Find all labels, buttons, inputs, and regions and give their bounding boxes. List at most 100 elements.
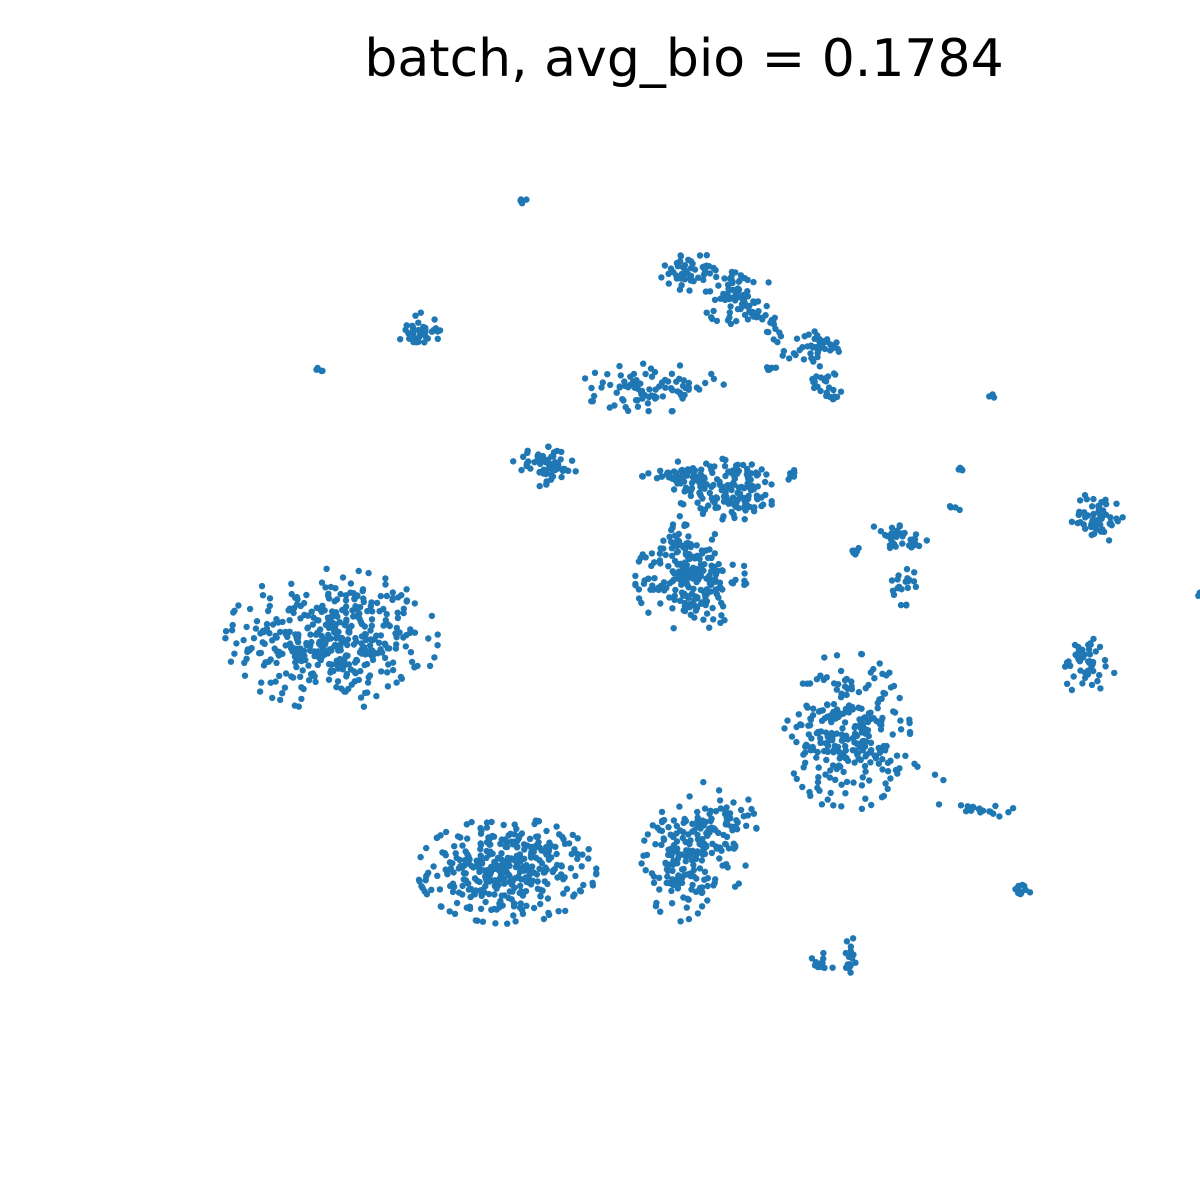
scatter-point (748, 805, 755, 813)
scatter-point (880, 689, 887, 697)
scatter-point (685, 256, 692, 263)
scatter-point (368, 622, 375, 629)
scatter-point (1090, 510, 1097, 518)
scatter-point (663, 879, 670, 887)
scatter-point (701, 561, 708, 568)
scatter-point (896, 522, 903, 529)
scatter-point (485, 834, 492, 841)
scatter-point (686, 287, 693, 294)
scatter-point (837, 694, 845, 701)
scatter-point (940, 776, 947, 784)
scatter-point (751, 504, 758, 511)
scatter-point (451, 910, 459, 917)
scatter-point (551, 466, 558, 473)
scatter-point (923, 537, 930, 544)
scatter-point (593, 865, 600, 872)
scatter-point (673, 822, 680, 830)
scatter-point (449, 880, 457, 887)
scatter-point (523, 196, 530, 203)
scatter-point (824, 748, 831, 755)
scatter-point (744, 471, 751, 479)
scatter-point (479, 886, 486, 893)
scatter-point (344, 636, 352, 643)
scatter-point (1095, 516, 1102, 523)
scatter-point (754, 483, 761, 490)
scatter-point (839, 725, 846, 732)
scatter-point (687, 275, 694, 282)
scatter-point (681, 607, 689, 615)
scatter-point (252, 625, 260, 632)
scatter-point (858, 782, 866, 789)
scatter-point (607, 381, 614, 389)
scatter-point (669, 407, 676, 415)
scatter-point (243, 623, 250, 631)
scatter-point (1089, 516, 1097, 523)
scatter-point (894, 576, 901, 583)
scatter-point (1107, 519, 1114, 526)
scatter-point (290, 609, 297, 617)
scatter-point (449, 888, 457, 896)
scatter-point (1105, 537, 1113, 544)
scatter-point (814, 332, 821, 339)
scatter-point (1076, 497, 1084, 504)
scatter-point (517, 900, 524, 907)
scatter-point (347, 580, 355, 587)
scatter-point (731, 481, 738, 488)
scatter-point (678, 866, 686, 873)
scatter-point (899, 540, 906, 547)
scatter-point (713, 476, 721, 483)
scatter-point (1096, 643, 1104, 651)
scatter-point (694, 910, 702, 917)
scatter-point (504, 920, 511, 927)
scatter-point (495, 881, 502, 889)
scatter-point (508, 881, 516, 888)
scatter-point (459, 842, 466, 849)
scatter-point (400, 609, 407, 617)
scatter-point (516, 889, 523, 897)
scatter-point (740, 813, 747, 820)
scatter-point (468, 862, 475, 870)
scatter-point (837, 667, 845, 675)
scatter-point (528, 863, 536, 870)
scatter-point (271, 645, 278, 652)
scatter-point (813, 373, 820, 380)
scatter-point (572, 468, 579, 475)
scatter-point (829, 964, 836, 971)
scatter-point (658, 841, 665, 848)
scatter-point (837, 763, 844, 770)
scatter-point (257, 649, 265, 657)
scatter-point (402, 643, 409, 650)
scatter-point (911, 569, 918, 576)
scatter-point (675, 872, 682, 879)
scatter-point (799, 783, 806, 791)
scatter-point (750, 298, 757, 305)
scatter-point (535, 451, 542, 458)
scatter-point (451, 843, 458, 850)
scatter-point (706, 624, 713, 631)
scatter-point (446, 908, 453, 915)
scatter-point (1119, 514, 1126, 521)
scatter-point (365, 569, 372, 577)
scatter-point (859, 774, 866, 781)
scatter-point (800, 764, 807, 771)
scatter-point (617, 372, 624, 379)
scatter-point (538, 859, 546, 867)
scatter-point (804, 343, 811, 350)
scatter-point (807, 747, 814, 754)
scatter-point (556, 831, 563, 838)
scatter-point (680, 592, 687, 599)
scatter-point (643, 851, 651, 859)
scatter-point (817, 344, 824, 351)
scatter-point (804, 704, 811, 711)
scatter-point (273, 616, 280, 623)
scatter-point (745, 482, 752, 489)
scatter-point (662, 551, 669, 559)
scatter-point (486, 878, 493, 885)
scatter-point (703, 252, 710, 259)
scatter-point (502, 866, 509, 874)
scatter-point (699, 510, 707, 517)
scatter-point (763, 471, 770, 478)
scatter-point (723, 483, 730, 490)
scatter-point (681, 488, 688, 495)
scatter-point (648, 392, 655, 399)
